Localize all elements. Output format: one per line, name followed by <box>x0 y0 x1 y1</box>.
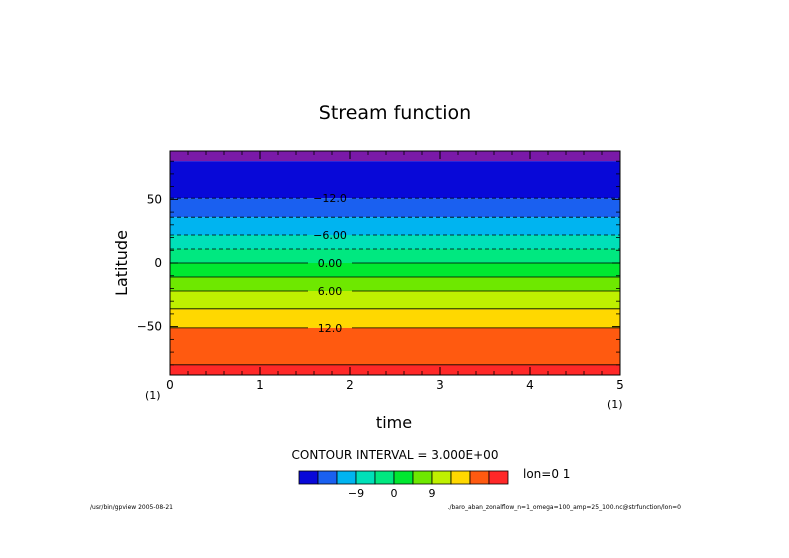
colorbar-swatch-2 <box>336 470 357 485</box>
contour-label: 12.0 <box>318 322 343 335</box>
contour-label: −6.00 <box>313 229 347 242</box>
contour-band-10 <box>170 327 620 365</box>
chart-title: Stream function <box>319 102 471 124</box>
x-tick-label: 0 <box>166 378 174 392</box>
slice-label: lon=0 1 <box>523 467 570 481</box>
contour-band-4 <box>170 235 620 249</box>
footer-right: ./baro_aban_zonalflow_n=1_omega=100_amp=… <box>448 504 682 511</box>
y-tick-label: 0 <box>154 256 162 270</box>
x-tick-label: 3 <box>436 378 444 392</box>
y-axis: 50 0 −50 <box>137 160 620 366</box>
colorbar-swatch-8 <box>450 470 471 485</box>
colorbar-swatch-4 <box>374 470 395 485</box>
contour-band-11 <box>170 364 620 375</box>
x-unit-right: (1) <box>607 398 623 411</box>
contour-label: −12.0 <box>313 192 347 205</box>
colorbar-swatch-10 <box>488 470 509 485</box>
x-tick-label: 4 <box>526 378 534 392</box>
contour-band-0 <box>170 151 620 162</box>
footer-left: /usr/bin/gpview 2005-08-21 <box>90 504 173 511</box>
contour-band-2 <box>170 198 620 218</box>
colorbar-label: 0 <box>391 487 398 500</box>
contour-band-9 <box>170 308 620 328</box>
x-tick-label: 2 <box>346 378 354 392</box>
contour-interval-text: CONTOUR INTERVAL = 3.000E+00 <box>292 448 499 462</box>
x-axis: 0 1 2 3 4 5 <box>166 151 624 392</box>
contour-label: 0.00 <box>318 257 343 270</box>
colorbar-swatch-0 <box>298 470 319 485</box>
contour-band-1 <box>170 161 620 199</box>
contour-labels: −12.0 −6.00 0.00 6.00 12.0 <box>313 192 347 335</box>
contour-lines <box>170 197 620 366</box>
colorbar <box>298 470 509 485</box>
colorbar-labels: −9 0 9 <box>348 487 436 500</box>
contour-band-3 <box>170 217 620 235</box>
contour-band-5 <box>170 249 620 263</box>
x-tick-label: 1 <box>256 378 264 392</box>
colorbar-swatch-1 <box>317 470 338 485</box>
colorbar-label: −9 <box>348 487 364 500</box>
y-axis-label: Latitude <box>112 230 131 296</box>
colorbar-swatch-9 <box>469 470 490 485</box>
contour-fill-bands <box>170 151 620 375</box>
contour-band-8 <box>170 291 620 309</box>
colorbar-swatch-5 <box>393 470 414 485</box>
colorbar-swatch-3 <box>355 470 376 485</box>
contour-label: 6.00 <box>318 285 343 298</box>
x-axis-label: time <box>376 413 412 432</box>
colorbar-swatch-6 <box>412 470 433 485</box>
contour-band-7 <box>170 277 620 291</box>
x-tick-label: 5 <box>616 378 624 392</box>
y-tick-label: 50 <box>147 192 162 206</box>
colorbar-label: 9 <box>429 487 436 500</box>
contour-band-6 <box>170 263 620 277</box>
x-unit-left: (1) <box>145 389 161 402</box>
colorbar-swatch-7 <box>431 470 452 485</box>
y-tick-label: −50 <box>137 320 162 334</box>
